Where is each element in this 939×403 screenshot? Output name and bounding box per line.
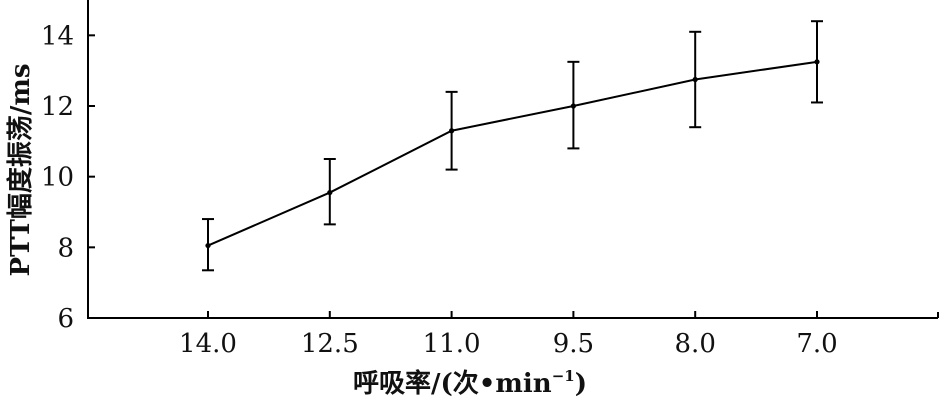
series-polyline [207, 60, 818, 247]
x-tick-label: 11.0 [423, 329, 481, 359]
y-tick-label: 12 [41, 92, 74, 122]
y-axis-ticks: 6 8 10 12 14 [41, 21, 95, 334]
data-point [692, 76, 698, 83]
data-point [205, 242, 211, 249]
error-bars [202, 20, 823, 272]
x-tick-label: 8.0 [675, 329, 716, 359]
data-points [205, 59, 820, 249]
axes [87, 0, 939, 319]
data-point [327, 189, 333, 196]
y-tick-label: 8 [57, 233, 74, 263]
y-axis-title: PTT幅度振荡/ms [5, 64, 36, 277]
x-axis-title: 呼吸率/(次•min−1) [353, 367, 587, 399]
x-tick-label: 9.5 [553, 329, 594, 359]
y-tick-label: 10 [41, 163, 74, 193]
y-tick-label: 14 [41, 21, 74, 51]
y-tick-label: 6 [57, 304, 74, 334]
data-point [814, 59, 820, 65]
x-tick-label: 14.0 [179, 329, 237, 359]
x-axis-ticks: 14.0 12.5 11.0 9.5 8.0 7.0 [179, 311, 838, 359]
data-point [570, 103, 577, 109]
x-tick-label: 7.0 [796, 329, 837, 359]
data-point [449, 128, 455, 134]
x-tick-label: 12.5 [301, 329, 359, 359]
series-line [207, 60, 818, 247]
